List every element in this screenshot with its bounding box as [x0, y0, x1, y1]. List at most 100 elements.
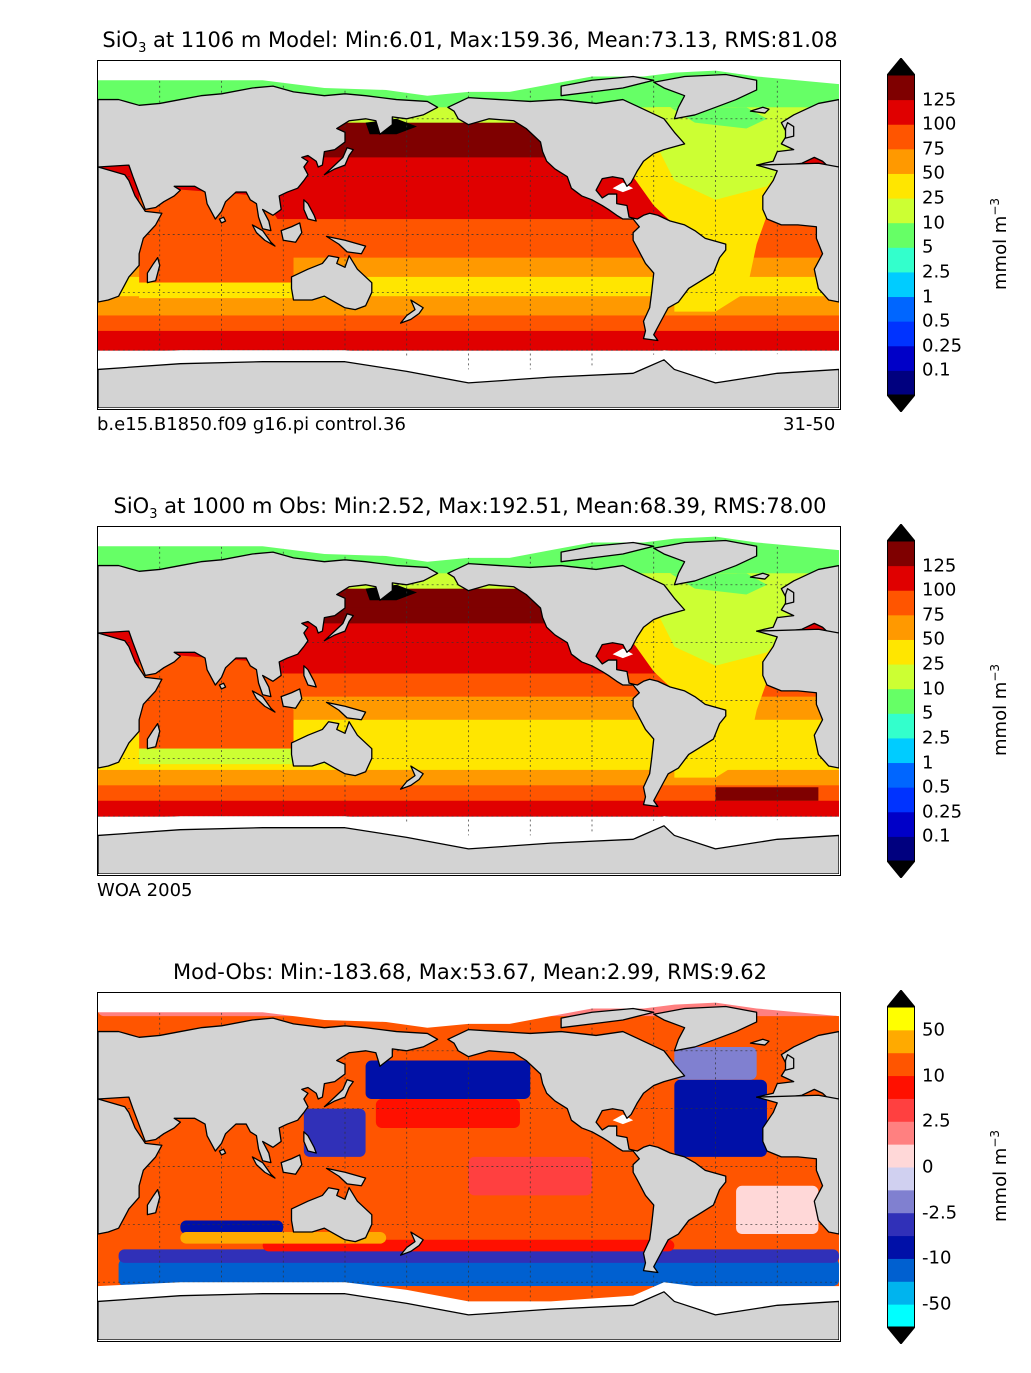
colorbar-swatch — [887, 565, 915, 591]
colorbar-tick-label: 1 — [922, 752, 934, 774]
colorbar-tick-label: 2.5 — [922, 727, 951, 749]
colorbar-swatch — [887, 713, 915, 739]
land-europeFar — [755, 1030, 839, 1100]
land-sriLanka — [218, 1148, 227, 1156]
colorbar-tick-label: 100 — [922, 579, 957, 601]
land-canadaIsl — [560, 1007, 655, 1029]
colorbar-swatch — [887, 173, 915, 199]
colorbar-tick-label: 2.5 — [922, 261, 951, 283]
colorbar-tick-label: 50 — [922, 628, 945, 650]
land-antarctica — [98, 825, 839, 874]
colorbar-tick-label: 1 — [922, 286, 934, 308]
land-sriLanka — [218, 216, 227, 224]
colorbar-swatch — [887, 222, 915, 248]
land-antarctica — [98, 1291, 839, 1340]
land-iceland — [749, 106, 770, 114]
colorbar-tick-label: -50 — [922, 1293, 952, 1315]
model-title: SiO3 at 1106 m Model: Min:6.01, Max:159.… — [102, 28, 838, 57]
land-uk — [784, 588, 795, 605]
colorbar-swatch — [887, 1121, 915, 1145]
colorbar-swatch — [887, 124, 915, 150]
colorbar-tick-label: 10 — [922, 212, 945, 234]
colorbar-swatch — [887, 296, 915, 322]
land-madagascar — [146, 722, 161, 750]
colorbar-swatch — [887, 198, 915, 224]
colorbar-swatch — [887, 1052, 915, 1077]
obs-map — [97, 526, 841, 876]
land-greenland — [653, 539, 758, 586]
land-uk — [784, 1054, 795, 1071]
colorbar-tick-label: 5 — [922, 702, 934, 724]
colorbar-tick-label: 0.5 — [922, 776, 951, 798]
land-sumatra — [251, 690, 276, 713]
land-sriLanka — [218, 682, 227, 690]
model-map — [97, 60, 841, 410]
colorbar-tick-label: 75 — [922, 604, 945, 626]
model-years-label: 31-50 — [783, 414, 836, 435]
model-units-label: mmol m−3 — [988, 197, 1011, 290]
land-newguinea — [325, 1167, 367, 1187]
colorbar-swatch — [887, 1029, 915, 1054]
diff-colorbar — [887, 990, 915, 1344]
land-borneo — [280, 222, 303, 243]
land-japan — [323, 1079, 354, 1108]
colorbar-swatch — [887, 148, 915, 174]
colorbar-swatch — [887, 762, 915, 788]
colorbar-swatch — [887, 1281, 915, 1305]
colorbar-swatch — [887, 811, 915, 837]
land-africaW — [755, 162, 839, 303]
colorbar-tick-label: 0.5 — [922, 310, 951, 332]
colorbar-tick-label: 75 — [922, 138, 945, 160]
land-sumatra — [251, 1156, 276, 1179]
colorbar-swatch — [887, 614, 915, 640]
colorbar-tick-label: 0 — [922, 1156, 934, 1178]
land-europeFar — [755, 564, 839, 634]
colorbar-swatch — [887, 639, 915, 665]
colorbar-swatch — [887, 688, 915, 714]
land-greenland — [653, 73, 758, 120]
obs-colorbar — [887, 524, 915, 878]
land-africa — [98, 632, 163, 769]
land-americas — [447, 562, 727, 808]
obs-title: SiO3 at 1000 m Obs: Min:2.52, Max:192.51… — [113, 494, 827, 523]
colorbar-swatch — [887, 1075, 915, 1099]
land-africa — [98, 166, 163, 303]
colorbar-swatch — [887, 787, 915, 813]
colorbar-swatch — [887, 1304, 915, 1328]
land-greenland — [653, 1005, 758, 1052]
diff-units-label: mmol m−3 — [988, 1129, 1011, 1222]
colorbar-swatch — [887, 1189, 915, 1214]
colorbar-tick-label: 125 — [922, 555, 957, 577]
land-africaW — [755, 1094, 839, 1235]
land-madagascar — [146, 256, 161, 284]
land-nz — [399, 299, 424, 324]
land-philippines — [303, 665, 317, 688]
colorbar-tick-label: 2.5 — [922, 1110, 951, 1132]
land-borneo — [280, 688, 303, 709]
land-borneo — [280, 1154, 303, 1175]
land-newguinea — [325, 235, 367, 255]
colorbar-swatch — [887, 1258, 915, 1282]
colorbar-swatch — [887, 590, 915, 616]
land-eurasia — [98, 85, 439, 232]
colorbar-swatch — [887, 836, 915, 862]
land-japan — [323, 147, 354, 176]
diff-map — [97, 992, 841, 1342]
colorbar-swatch — [887, 370, 915, 396]
land-nz — [399, 1231, 424, 1256]
colorbar-tick-label: -10 — [922, 1247, 952, 1269]
colorbar-swatch — [887, 345, 915, 371]
colorbar-swatch — [887, 1144, 915, 1168]
colorbar-tick-label: 10 — [922, 1065, 945, 1087]
land-eurasia — [98, 1017, 439, 1164]
land-iceland — [749, 572, 770, 580]
colorbar-swatch — [887, 1167, 915, 1191]
land-americas — [447, 96, 727, 342]
colorbar-swatch — [887, 737, 915, 764]
colorbar-tick-label: 0.25 — [922, 801, 963, 823]
land-canadaIsl — [560, 541, 655, 563]
colorbar-swatch — [887, 1007, 915, 1031]
colorbar-tick-label: 25 — [922, 653, 945, 675]
land-madagascar — [146, 1188, 161, 1216]
land-africaW — [755, 628, 839, 769]
